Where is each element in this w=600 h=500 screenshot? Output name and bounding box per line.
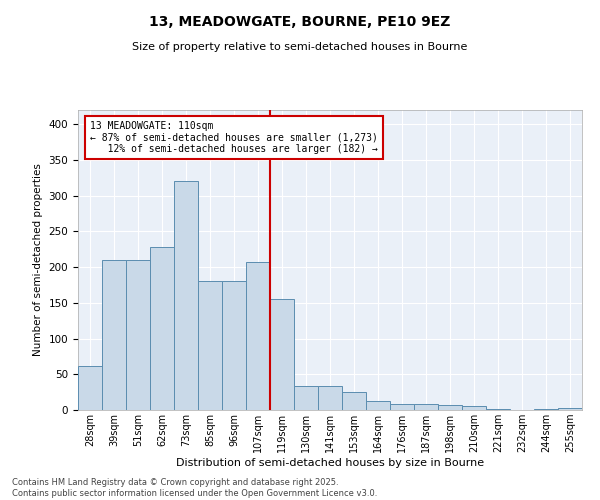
Text: Contains HM Land Registry data © Crown copyright and database right 2025.
Contai: Contains HM Land Registry data © Crown c… xyxy=(12,478,377,498)
Bar xyxy=(558,408,582,410)
Bar xyxy=(78,366,102,410)
Bar xyxy=(174,182,198,410)
Bar xyxy=(126,260,150,410)
Y-axis label: Number of semi-detached properties: Number of semi-detached properties xyxy=(33,164,43,356)
Bar xyxy=(342,392,366,410)
Text: 13 MEADOWGATE: 110sqm
← 87% of semi-detached houses are smaller (1,273)
   12% o: 13 MEADOWGATE: 110sqm ← 87% of semi-deta… xyxy=(90,120,378,154)
Bar xyxy=(318,386,342,410)
Bar xyxy=(198,282,222,410)
Bar xyxy=(390,404,414,410)
Bar xyxy=(414,404,438,410)
Bar xyxy=(102,260,126,410)
Bar xyxy=(438,405,462,410)
X-axis label: Distribution of semi-detached houses by size in Bourne: Distribution of semi-detached houses by … xyxy=(176,458,484,468)
Bar xyxy=(222,282,246,410)
Bar xyxy=(366,400,390,410)
Bar xyxy=(486,408,510,410)
Text: Size of property relative to semi-detached houses in Bourne: Size of property relative to semi-detach… xyxy=(133,42,467,52)
Text: 13, MEADOWGATE, BOURNE, PE10 9EZ: 13, MEADOWGATE, BOURNE, PE10 9EZ xyxy=(149,15,451,29)
Bar xyxy=(270,300,294,410)
Bar xyxy=(462,406,486,410)
Bar xyxy=(294,386,318,410)
Bar xyxy=(246,262,270,410)
Bar xyxy=(150,247,174,410)
Bar xyxy=(534,408,558,410)
